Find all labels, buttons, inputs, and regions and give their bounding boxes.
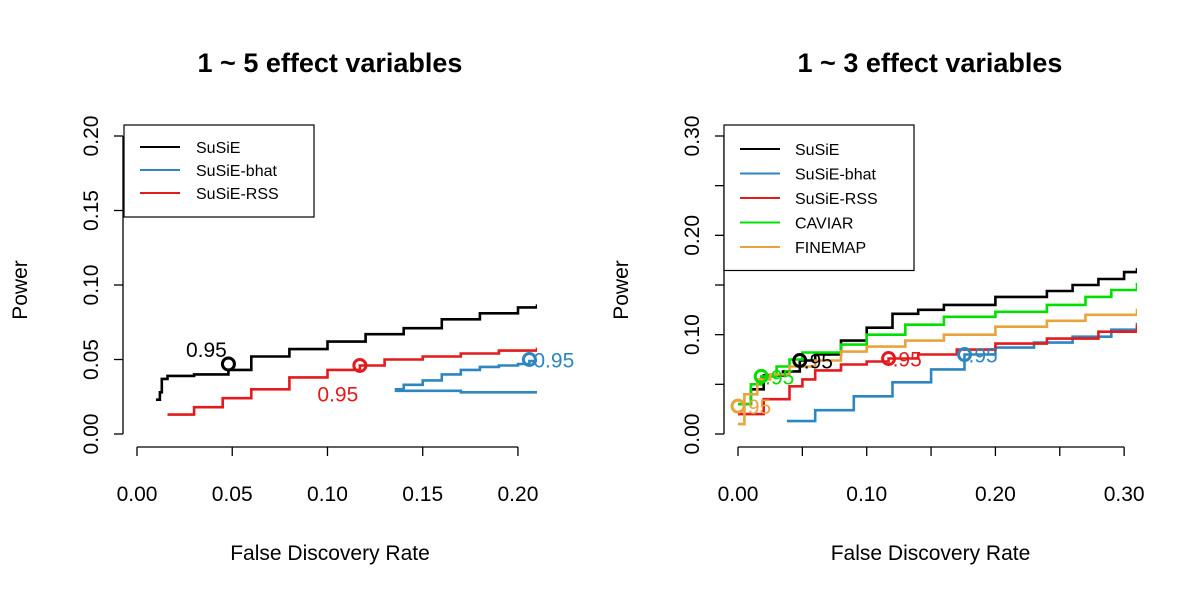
x-tick-label: 0.00 <box>117 483 158 506</box>
panel-right: 1 ~ 3 effect variables 0.00 0.10 0.20 0.30 0.… <box>610 48 1145 565</box>
legend-label: CAVIAR <box>795 216 853 233</box>
y-tick-label: 0.30 <box>681 116 704 157</box>
threshold-label: 0.95 <box>186 339 227 362</box>
y-tick-label: 0.00 <box>80 414 103 455</box>
series-line-susie-rss <box>738 324 1137 416</box>
series-line-finemap <box>738 308 1137 426</box>
x-tick-label: 0.10 <box>307 483 348 506</box>
x-tick-label: 0.05 <box>212 483 253 506</box>
chart-title: 1 ~ 5 effect variables <box>198 48 463 78</box>
threshold-marker <box>352 357 368 373</box>
threshold-label: 0.95 <box>533 350 574 373</box>
threshold-marker <box>521 352 537 367</box>
y-tick-label: 0.10 <box>80 265 103 306</box>
y-axis-label: Power <box>610 260 633 320</box>
x-axis-label: False Discovery Rate <box>230 542 430 565</box>
series-line-susie-bhat <box>394 359 537 394</box>
threshold-label: .95 <box>742 396 771 419</box>
threshold-label: .95 <box>893 349 922 372</box>
x-tick-label: 0.30 <box>1104 483 1145 506</box>
chart-title: 1 ~ 3 effect variables <box>798 48 1063 78</box>
x-tick-label: 0.00 <box>718 483 759 506</box>
legend-label: SuSiE-bhat <box>196 163 277 180</box>
threshold-marker <box>881 351 897 367</box>
y-tick-label: 0.00 <box>681 414 704 455</box>
threshold-label: 0.95 <box>317 383 358 406</box>
y-tick-label: 0.05 <box>80 339 103 380</box>
x-axis-label: False Discovery Rate <box>831 542 1031 565</box>
legend-label: SuSiE-RSS <box>795 191 878 208</box>
y-tick-label: 0.20 <box>80 116 103 157</box>
x-tick-label: 0.15 <box>402 483 443 506</box>
threshold-label: .95 <box>969 345 998 368</box>
series-group <box>738 268 1137 426</box>
series-line-susie <box>156 304 537 401</box>
panel-left: 1 ~ 5 effect variables 0.00 0.05 0.10 0.15 0.… <box>9 48 574 565</box>
legend-label: SuSiE-bhat <box>795 167 876 184</box>
legend-label: SuSiE-RSS <box>196 186 279 203</box>
y-axis-label: Power <box>9 260 32 320</box>
legend-label: SuSiE <box>196 140 240 157</box>
x-tick-label: 0.10 <box>846 483 887 506</box>
threshold-marker <box>957 347 973 363</box>
y-tick-label: 0.15 <box>80 190 103 231</box>
threshold-label: .95 <box>765 366 794 389</box>
threshold-marker <box>730 398 746 414</box>
threshold-label: .95 <box>804 350 833 373</box>
y-tick-label: 0.20 <box>681 215 704 256</box>
threshold-marker <box>220 356 236 372</box>
legend-label: FINEMAP <box>795 240 866 257</box>
x-tick-label: 0.20 <box>498 483 539 506</box>
x-tick-label: 0.20 <box>975 483 1016 506</box>
threshold-marker <box>792 352 808 368</box>
y-tick-label: 0.10 <box>681 314 704 355</box>
series-group <box>156 304 537 416</box>
series-line-susie-rss <box>167 347 537 416</box>
threshold-marker <box>753 368 769 384</box>
legend-label: SuSiE <box>795 142 839 159</box>
